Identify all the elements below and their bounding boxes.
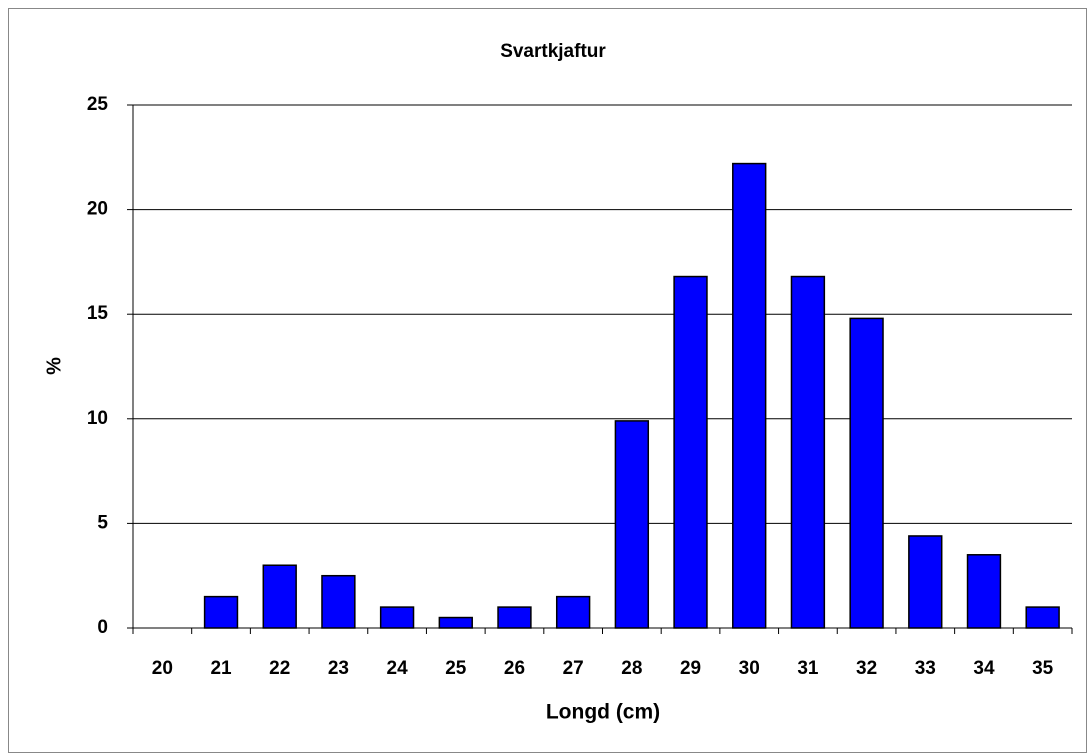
bar (321, 574, 356, 629)
x-tick-label: 24 (387, 658, 409, 679)
x-tick-label: 31 (797, 658, 819, 679)
bar (203, 595, 239, 629)
x-tick-label: 20 (152, 658, 173, 679)
y-tick-label: 20 (87, 199, 108, 220)
x-tick-label: 27 (563, 658, 584, 679)
bar (379, 606, 415, 629)
chart-frame (8, 8, 1087, 753)
bar (497, 606, 532, 629)
x-tick-label: 22 (269, 658, 290, 679)
y-tick-label: 15 (87, 303, 109, 324)
bar (849, 317, 884, 629)
x-tick-label: 35 (1032, 658, 1054, 679)
y-tick-label: 0 (97, 617, 108, 638)
x-tick-label: 33 (915, 658, 936, 679)
bar (908, 535, 943, 629)
bar (438, 616, 473, 629)
y-tick-label: 25 (87, 94, 109, 115)
bar (1025, 606, 1060, 629)
x-tick-label: 21 (210, 658, 232, 679)
bar (732, 162, 767, 629)
bar (673, 275, 708, 629)
chart-title: Svartkjaftur (500, 41, 606, 62)
bar (262, 564, 297, 629)
y-axis-label: % (43, 357, 65, 375)
x-tick-label: 34 (973, 658, 995, 679)
y-tick-label: 10 (87, 408, 108, 429)
x-axis-label: Longd (cm) (546, 701, 660, 724)
x-tick-label: 32 (856, 658, 877, 679)
bar (555, 595, 591, 629)
bar (614, 420, 650, 629)
x-tick-label: 26 (504, 658, 525, 679)
x-tick-label: 29 (680, 658, 701, 679)
x-tick-label: 25 (445, 658, 467, 679)
x-tick-label: 23 (328, 658, 349, 679)
bar (790, 275, 826, 629)
bar (966, 554, 1002, 629)
x-tick-label: 28 (621, 658, 642, 679)
x-tick-label: 30 (739, 658, 760, 679)
y-tick-label: 5 (97, 512, 108, 533)
